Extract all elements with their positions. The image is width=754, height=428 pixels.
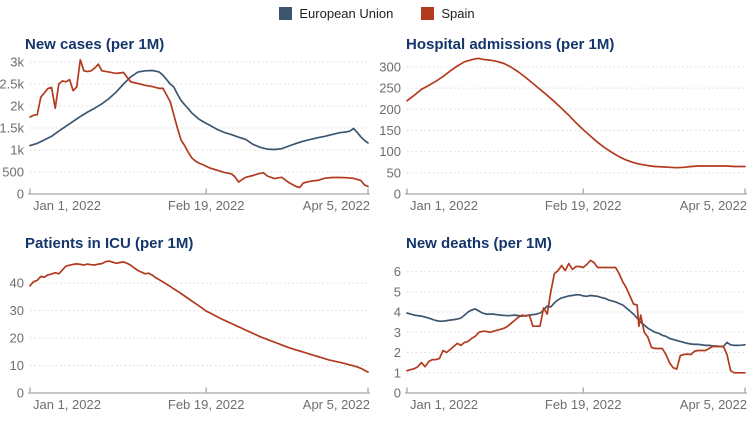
y-tick-label-40: 40 <box>10 276 24 291</box>
x-tick-label-apr-5-2022: Apr 5, 2022 <box>303 198 370 213</box>
chart-cell-new-cases: New cases (per 1M) 0 500 1k 1.5k 2k 2.5k 3k Jan… <box>0 26 377 225</box>
y-tick-label-0: 0 <box>394 386 401 401</box>
legend-item-european-union[interactable]: European Union <box>279 6 393 21</box>
chart-cell-hospital-admissions: Hospital admissions (per 1M) 0 50 100 150 20… <box>377 26 754 225</box>
x-tick-label-jan-1-2022: Jan 1, 2022 <box>33 397 101 412</box>
charts-grid: New cases (per 1M) 0 500 1k 1.5k 2k 2.5k 3k Jan… <box>0 26 754 424</box>
chart-canvas-new-cases-per-1m-: 0 500 1k 1.5k 2k 2.5k 3k Jan 1, 2022 Feb 19, 202… <box>0 54 370 213</box>
x-tick-label-apr-5-2022: Apr 5, 2022 <box>680 198 747 213</box>
y-tick-label-30: 30 <box>10 303 24 318</box>
y-tick-label-100: 100 <box>379 144 401 159</box>
y-tick-label-1k: 1k <box>10 142 24 157</box>
legend-item-spain[interactable]: Spain <box>421 5 475 21</box>
y-tick-label-6: 6 <box>394 264 401 279</box>
y-tick-label-150: 150 <box>379 123 401 138</box>
x-tick-label-feb-19-2022: Feb 19, 2022 <box>168 397 245 412</box>
chart-title-new-cases: New cases (per 1M) <box>25 36 165 53</box>
series-line-spain <box>406 259 746 374</box>
y-tick-label-200: 200 <box>379 102 401 117</box>
legend-label-spain: Spain <box>441 5 475 21</box>
series-line-european-union <box>29 69 369 151</box>
chart-plot-new-cases: 0 500 1k 1.5k 2k 2.5k 3k Jan 1, 2022 Feb 19, 202… <box>0 54 377 224</box>
y-tick-label-3: 3 <box>394 325 401 340</box>
series-line-spain <box>29 58 369 189</box>
x-tick-label-jan-1-2022: Jan 1, 2022 <box>410 198 478 213</box>
chart-title-new-deaths: New deaths (per 1M) <box>406 235 552 252</box>
series-line-spain <box>29 260 369 373</box>
x-tick-label-jan-1-2022: Jan 1, 2022 <box>33 198 101 213</box>
series-line-european-union <box>406 293 746 348</box>
x-tick-label-apr-5-2022: Apr 5, 2022 <box>680 397 747 412</box>
y-tick-label-2k: 2k <box>10 98 24 113</box>
y-tick-label-1.5k: 1.5k <box>0 120 24 135</box>
y-tick-label-1: 1 <box>394 365 401 380</box>
chart-plot-new-deaths: 0 1 2 3 4 5 6 Jan 1, 2022 Feb 19, 2022 Apr 5, 202… <box>377 253 754 423</box>
legend-swatch-eu-icon <box>279 6 293 20</box>
y-tick-label-10: 10 <box>10 358 24 373</box>
chart-title-hospital-admissions: Hospital admissions (per 1M) <box>406 36 615 53</box>
y-tick-label-3k: 3k <box>10 54 24 69</box>
y-tick-label-250: 250 <box>379 81 401 96</box>
y-tick-label-300: 300 <box>379 59 401 74</box>
legend-swatch-spain-icon <box>421 6 435 20</box>
chart-canvas-hospital-admissions-per-1m-: 0 50 100 150 200 250 300 Jan 1, 2022 Feb 19, 202… <box>379 57 747 213</box>
chart-plot-hospital-admissions: 0 50 100 150 200 250 300 Jan 1, 2022 Feb 19, 202… <box>377 54 754 224</box>
y-tick-label-2: 2 <box>394 345 401 360</box>
x-tick-label-feb-19-2022: Feb 19, 2022 <box>545 397 622 412</box>
x-tick-label-jan-1-2022: Jan 1, 2022 <box>410 397 478 412</box>
y-tick-label-2.5k: 2.5k <box>0 76 24 91</box>
chart-cell-new-deaths: New deaths (per 1M) 0 1 2 3 4 5 6 Jan 1, 2022 Fe… <box>377 225 754 424</box>
chart-legend: European Union Spain <box>0 2 754 24</box>
x-tick-label-apr-5-2022: Apr 5, 2022 <box>303 397 370 412</box>
y-tick-label-20: 20 <box>10 331 24 346</box>
chart-canvas-patients-in-icu-per-1m-: 0 10 20 30 40 Jan 1, 2022 Feb 19, 2022 Apr 5, 2… <box>10 260 370 412</box>
legend-label-european-union: European Union <box>299 5 394 21</box>
y-tick-label-50: 50 <box>387 165 401 180</box>
y-tick-label-0: 0 <box>17 187 24 202</box>
x-tick-label-feb-19-2022: Feb 19, 2022 <box>168 198 245 213</box>
series-line-spain <box>406 57 746 169</box>
chart-plot-patients-in-icu: 0 10 20 30 40 Jan 1, 2022 Feb 19, 2022 Apr 5, 2… <box>0 253 377 423</box>
x-tick-label-feb-19-2022: Feb 19, 2022 <box>545 198 622 213</box>
y-tick-label-500: 500 <box>2 164 24 179</box>
chart-canvas-new-deaths-per-1m-: 0 1 2 3 4 5 6 Jan 1, 2022 Feb 19, 2022 Apr 5, 202… <box>394 259 747 412</box>
chart-title-patients-in-icu: Patients in ICU (per 1M) <box>25 235 194 252</box>
y-tick-label-0: 0 <box>17 386 24 401</box>
y-tick-label-5: 5 <box>394 284 401 299</box>
y-tick-label-4: 4 <box>394 305 401 320</box>
y-tick-label-0: 0 <box>394 187 401 202</box>
chart-cell-patients-in-icu: Patients in ICU (per 1M) 0 10 20 30 40 Jan 1,… <box>0 225 377 424</box>
